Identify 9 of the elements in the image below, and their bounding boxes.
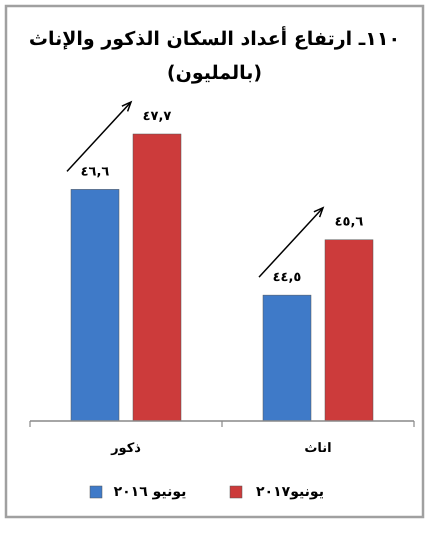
- data-label: ٤٦,٦: [80, 164, 110, 180]
- chart-title: ١١٠ـ ارتفاع أعداد السكان الذكور والإناث (بالمليون): [28, 25, 402, 86]
- data-label: ٤٧,٧: [142, 109, 172, 124]
- x-tick-label: اناث: [304, 441, 332, 456]
- data-label: ٤٥,٦: [334, 214, 364, 230]
- legend-label: يونيو٢٠١٧: [256, 484, 324, 500]
- x-tick-label: ذكور: [110, 441, 142, 456]
- legend-label: يونيو ٢٠١٦: [114, 484, 186, 500]
- data-label: ٤٤,٥: [272, 270, 302, 286]
